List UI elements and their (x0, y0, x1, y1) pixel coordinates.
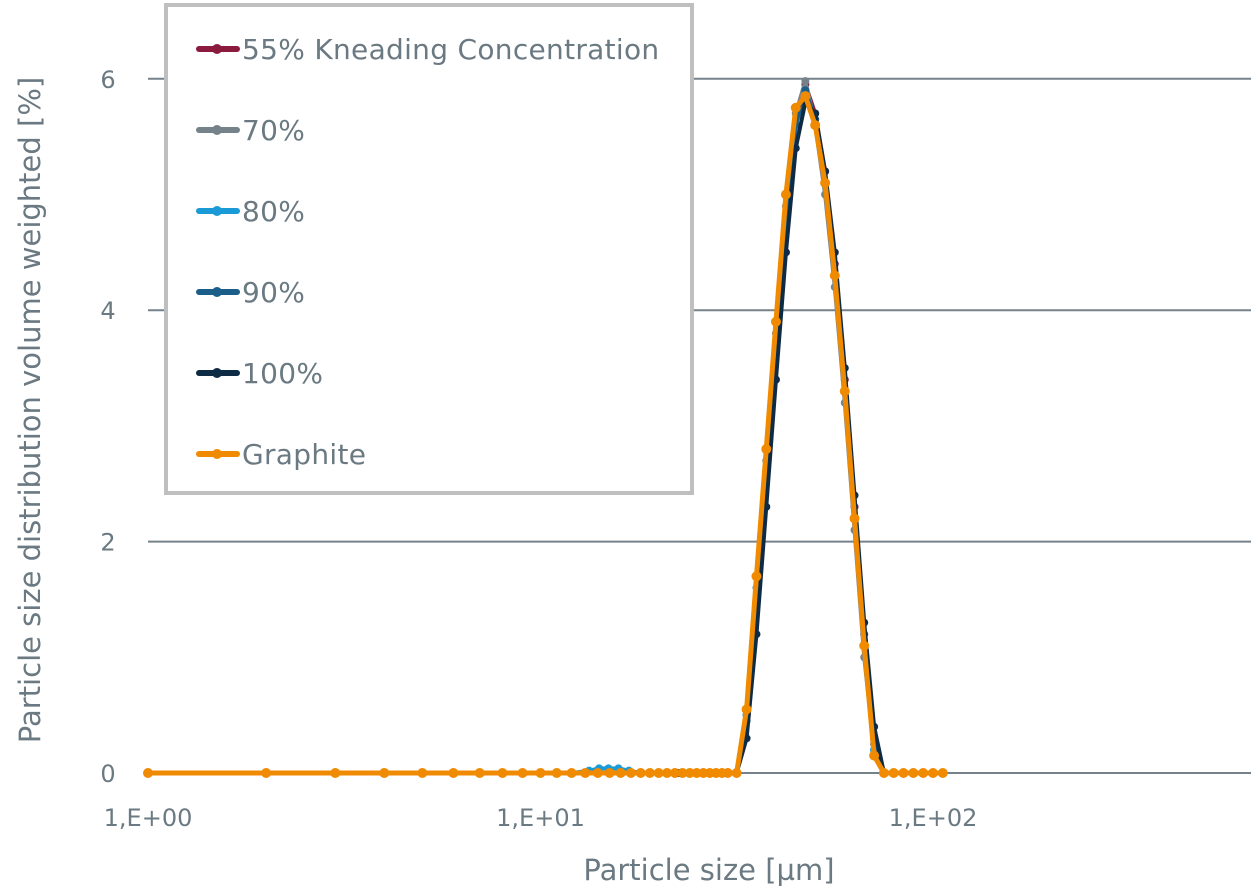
legend-item-100-percent[interactable]: 100% (196, 353, 323, 393)
x-tick-label: 1,E+02 (889, 804, 978, 832)
legend-label: 55% Kneading Concentration (242, 32, 660, 66)
series-graphite (143, 91, 948, 778)
legend-line-marker-icon (196, 206, 240, 216)
data-point-marker (535, 768, 546, 778)
data-point-marker (770, 316, 781, 327)
legend-label: 70% (242, 113, 306, 147)
legend-item-80-percent[interactable]: 80% (196, 191, 305, 231)
legend-line-marker-icon (196, 368, 240, 378)
data-point-marker (625, 768, 636, 778)
data-point-marker (780, 189, 791, 200)
data-point-marker (448, 768, 459, 778)
chart-legend: 55% Kneading Concentration 70% 80% 90% 1… (164, 3, 694, 495)
data-point-marker (580, 768, 591, 778)
y-axis-title: Particle size distribution volume weight… (13, 77, 47, 743)
legend-line-marker-icon (196, 125, 240, 135)
y-axis-tick-labels: 0 2 4 6 (100, 66, 115, 788)
data-point-marker (829, 270, 840, 281)
data-point-marker (859, 640, 870, 651)
legend-item-70-percent[interactable]: 70% (196, 110, 305, 150)
legend-label: Graphite (242, 437, 367, 471)
data-point-marker (566, 768, 577, 778)
data-point-marker (722, 768, 733, 778)
data-point-marker (661, 768, 672, 778)
data-point-marker (644, 768, 655, 778)
data-point-marker (474, 768, 485, 778)
y-tick-label: 2 (100, 529, 115, 557)
data-point-marker (810, 120, 821, 131)
data-point-marker (801, 77, 810, 86)
y-tick-label: 4 (100, 297, 115, 325)
x-tick-label: 1,E+00 (104, 804, 193, 832)
y-tick-label: 0 (100, 760, 115, 788)
data-point-marker (849, 513, 860, 524)
data-point-marker (731, 768, 742, 778)
data-point-marker (878, 768, 889, 778)
data-point-marker (684, 768, 695, 778)
data-point-marker (741, 704, 752, 715)
data-point-marker (551, 768, 562, 778)
data-point-marker (330, 768, 341, 778)
data-point-marker (677, 768, 688, 778)
legend-line-marker-icon (196, 449, 240, 459)
y-tick-label: 6 (100, 66, 115, 94)
data-point-marker (669, 768, 680, 778)
data-point-marker (592, 768, 603, 778)
data-point-marker (497, 768, 508, 778)
data-point-marker (261, 768, 272, 778)
data-point-marker (918, 768, 929, 778)
legend-label: 90% (242, 275, 306, 309)
legend-item-graphite[interactable]: Graphite (196, 434, 366, 474)
data-point-marker (790, 102, 801, 113)
x-tick-label: 1,E+01 (496, 804, 585, 832)
data-point-marker (839, 386, 850, 397)
legend-line-marker-icon (196, 44, 240, 54)
data-point-marker (604, 768, 615, 778)
legend-label: 80% (242, 194, 306, 228)
series-lines (143, 77, 948, 778)
data-point-marker (908, 768, 919, 778)
data-point-marker (615, 768, 626, 778)
data-point-marker (761, 444, 772, 455)
legend-label: 100% (242, 356, 324, 390)
data-point-marker (820, 177, 831, 188)
data-point-marker (653, 768, 664, 778)
data-point-marker (898, 768, 909, 778)
data-point-marker (800, 91, 811, 102)
data-point-marker (379, 768, 390, 778)
data-point-marker (751, 571, 762, 582)
data-point-marker (937, 768, 948, 778)
data-point-marker (417, 768, 428, 778)
data-point-marker (517, 768, 528, 778)
x-axis-tick-labels: 1,E+00 1,E+01 1,E+02 (104, 804, 978, 832)
legend-item-55-percent[interactable]: 55% Kneading Concentration (196, 29, 659, 69)
x-axis-title: Particle size [µm] (583, 853, 834, 887)
legend-item-90-percent[interactable]: 90% (196, 272, 305, 312)
legend-line-marker-icon (196, 287, 240, 297)
data-point-marker (928, 768, 938, 778)
data-point-marker (888, 768, 899, 778)
data-point-marker (635, 768, 646, 778)
data-point-marker (143, 768, 153, 778)
data-point-marker (869, 750, 880, 761)
